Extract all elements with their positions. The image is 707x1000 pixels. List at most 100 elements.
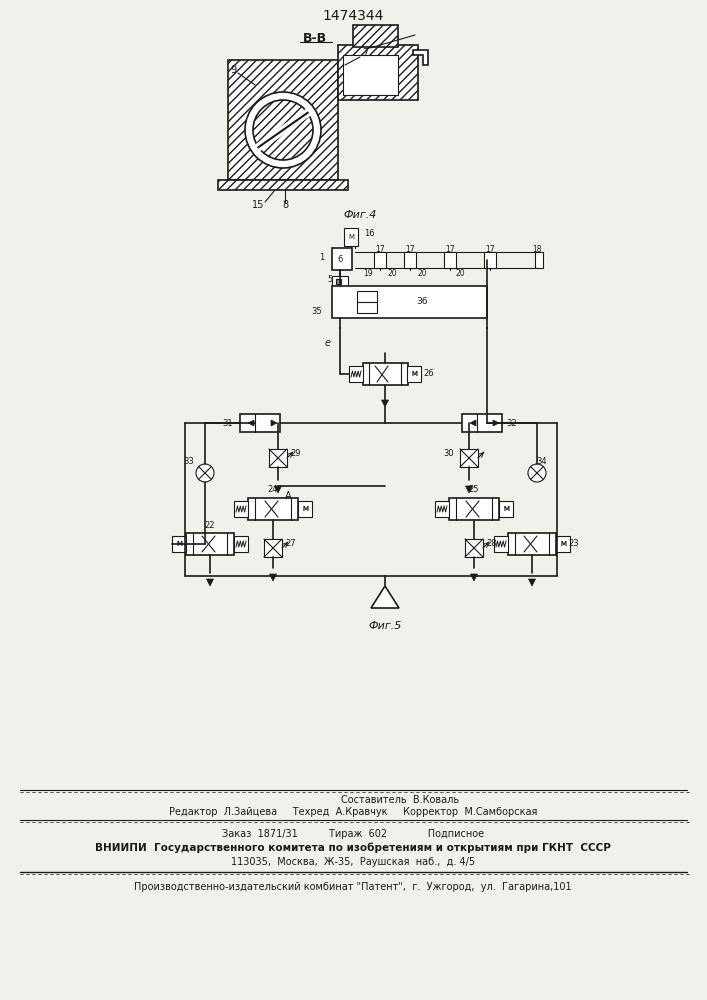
Text: 17: 17 [375, 245, 385, 254]
Text: Фиг.4: Фиг.4 [344, 210, 377, 220]
Polygon shape [470, 574, 477, 581]
Polygon shape [371, 586, 399, 608]
Bar [494, 536, 508, 552]
Bar [460, 449, 478, 467]
Text: Производственно-издательский комбинат "Патент",  г.  Ужгород,  ул.  Гагарина,101: Производственно-издательский комбинат "П… [134, 882, 572, 892]
Bar [269, 449, 287, 467]
Text: 29: 29 [291, 448, 301, 458]
Text: 31: 31 [223, 418, 233, 428]
Bar [444, 252, 456, 268]
Bar [508, 533, 556, 555]
Text: 20: 20 [455, 269, 464, 278]
Bar [374, 252, 386, 268]
Bar [349, 366, 363, 382]
Text: M: M [302, 506, 308, 512]
Text: 28: 28 [486, 538, 497, 548]
Text: M: M [176, 541, 182, 547]
Text: 24: 24 [268, 486, 279, 494]
Bar [218, 180, 348, 190]
Text: M: M [560, 541, 566, 547]
Text: 1: 1 [320, 253, 325, 262]
Bar [357, 291, 377, 313]
Bar [234, 501, 248, 517]
Polygon shape [465, 486, 472, 493]
Bar [449, 498, 499, 520]
Text: 6: 6 [337, 254, 343, 263]
Text: A: A [285, 491, 291, 501]
Polygon shape [529, 579, 535, 586]
Polygon shape [248, 420, 254, 426]
Circle shape [245, 92, 321, 168]
Bar [332, 276, 348, 292]
Bar [332, 248, 352, 270]
Text: M: M [348, 234, 354, 240]
Text: M: M [411, 371, 417, 377]
Text: 19: 19 [363, 269, 373, 278]
Bar [435, 501, 449, 517]
Circle shape [253, 100, 313, 160]
Bar [248, 498, 298, 520]
Text: Фиг.5: Фиг.5 [368, 621, 402, 631]
Bar [186, 533, 234, 555]
Text: 17: 17 [485, 245, 495, 254]
Text: 22: 22 [205, 520, 215, 530]
Text: 23: 23 [568, 540, 579, 548]
Text: M: M [176, 541, 182, 547]
Text: e: e [325, 338, 331, 348]
Text: 7: 7 [362, 48, 368, 58]
Bar [240, 414, 280, 432]
Text: 15: 15 [252, 200, 264, 210]
Bar [465, 539, 483, 557]
Text: Заказ  1871/31          Тираж  602             Подписное: Заказ 1871/31 Тираж 602 Подписное [222, 829, 484, 839]
Bar [556, 536, 570, 552]
Bar [298, 501, 312, 517]
Text: 113035,  Москва,  Ж-35,  Раушская  наб.,  д. 4/5: 113035, Москва, Ж-35, Раушская наб., д. … [231, 857, 475, 867]
Circle shape [196, 464, 214, 482]
Bar [234, 536, 248, 552]
Text: M: M [302, 506, 308, 512]
Text: 17: 17 [405, 245, 415, 254]
Text: M: M [503, 506, 509, 512]
Polygon shape [206, 579, 214, 586]
Text: 20: 20 [417, 269, 427, 278]
Text: В-В: В-В [303, 31, 327, 44]
Bar [353, 25, 398, 47]
Bar [344, 228, 358, 246]
Text: 33: 33 [184, 456, 194, 466]
Text: M: M [411, 371, 417, 377]
Circle shape [528, 464, 546, 482]
Text: 1474344: 1474344 [322, 9, 384, 23]
Text: 30: 30 [444, 448, 455, 458]
Bar [264, 539, 282, 557]
Text: 16: 16 [364, 230, 375, 238]
Bar [407, 366, 421, 382]
Text: Редактор  Л.Зайцева     Техред  А.Кравчук     Корректор  М.Самборская: Редактор Л.Зайцева Техред А.Кравчук Корр… [169, 807, 537, 817]
Polygon shape [271, 420, 277, 426]
Polygon shape [269, 574, 276, 581]
Bar [172, 536, 186, 552]
Bar [363, 363, 408, 385]
Bar [336, 279, 341, 284]
Text: 32: 32 [507, 418, 518, 428]
Bar [404, 252, 416, 268]
Bar [338, 45, 418, 100]
Bar [343, 55, 398, 95]
Text: 5: 5 [327, 275, 332, 284]
Polygon shape [493, 420, 499, 426]
Text: 25: 25 [469, 486, 479, 494]
Text: 34: 34 [537, 456, 547, 466]
Text: 9: 9 [230, 65, 236, 75]
Text: 35: 35 [311, 308, 322, 316]
Bar [228, 60, 338, 180]
Bar [484, 252, 496, 268]
Text: 26: 26 [423, 369, 434, 378]
Bar [535, 252, 543, 268]
Bar [332, 286, 487, 318]
Text: 36: 36 [416, 298, 428, 306]
Text: 20: 20 [387, 269, 397, 278]
Polygon shape [274, 486, 281, 493]
Text: 8: 8 [282, 200, 288, 210]
Text: 27: 27 [286, 538, 296, 548]
Text: 18: 18 [532, 245, 542, 254]
Bar [462, 414, 502, 432]
